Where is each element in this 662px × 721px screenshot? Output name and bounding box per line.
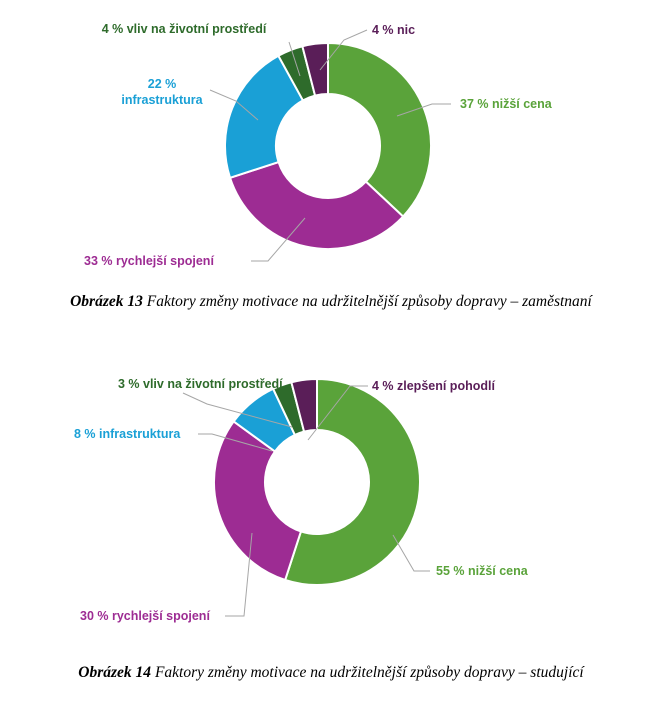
donut-slice-2 [213,420,303,582]
data-label-3: 8 % infrastruktura [74,427,181,441]
leader-line-2 [251,217,306,262]
data-label-4: 3 % vliv na životní prostředí [118,377,283,391]
caption-text: Faktory změny motivace na udržitelnější … [142,293,592,310]
leader-line-4 [182,392,293,428]
donut-slice-2 [228,160,405,250]
donut-chart-students: 55 % nižší cena 30 % rychlejší spojení 8 %… [74,377,529,623]
leader-line-3 [209,89,259,121]
figure-caption-13: Obrázek 13 Faktory změny motivace na udr… [0,293,662,311]
leader-line-2 [225,532,253,617]
data-label-3: 22 % infrastruktura [121,77,203,107]
donut-slice-1 [283,377,421,586]
data-label-5: 4 % nic [372,23,415,37]
data-label-2: 30 % rychlejší spojení [80,609,210,623]
leader-line-5 [307,385,368,441]
donut-slice-5 [290,377,318,433]
donut-chart-employees: 37 % nižší cena 33 % rychlejší spojení 22 … [84,22,553,268]
leader-line-4 [288,41,301,77]
leader-line-1 [396,103,451,117]
figure-caption-14: Obrázek 14 Faktory změny motivace na udr… [0,664,662,682]
caption-number: Obrázek 13 [70,293,143,310]
donut-slice-1 [327,41,432,218]
caption-number: Obrázek 14 [78,664,152,681]
caption-text: Faktory změny motivace na udržitelnější … [151,664,584,681]
data-label-1: 37 % nižší cena [460,97,553,111]
donut-slice-5 [301,41,329,97]
data-label-4: 4 % vliv na životní prostředí [102,22,267,36]
donut-slice-3 [224,54,305,180]
data-label-5: 4 % zlepšení pohodlí [372,379,495,393]
leader-line-5 [319,29,368,71]
data-label-2: 33 % rychlejší spojení [84,254,214,268]
leader-line-3 [198,433,273,452]
data-label-1: 55 % nižší cena [436,564,529,578]
leader-line-1 [392,534,430,572]
